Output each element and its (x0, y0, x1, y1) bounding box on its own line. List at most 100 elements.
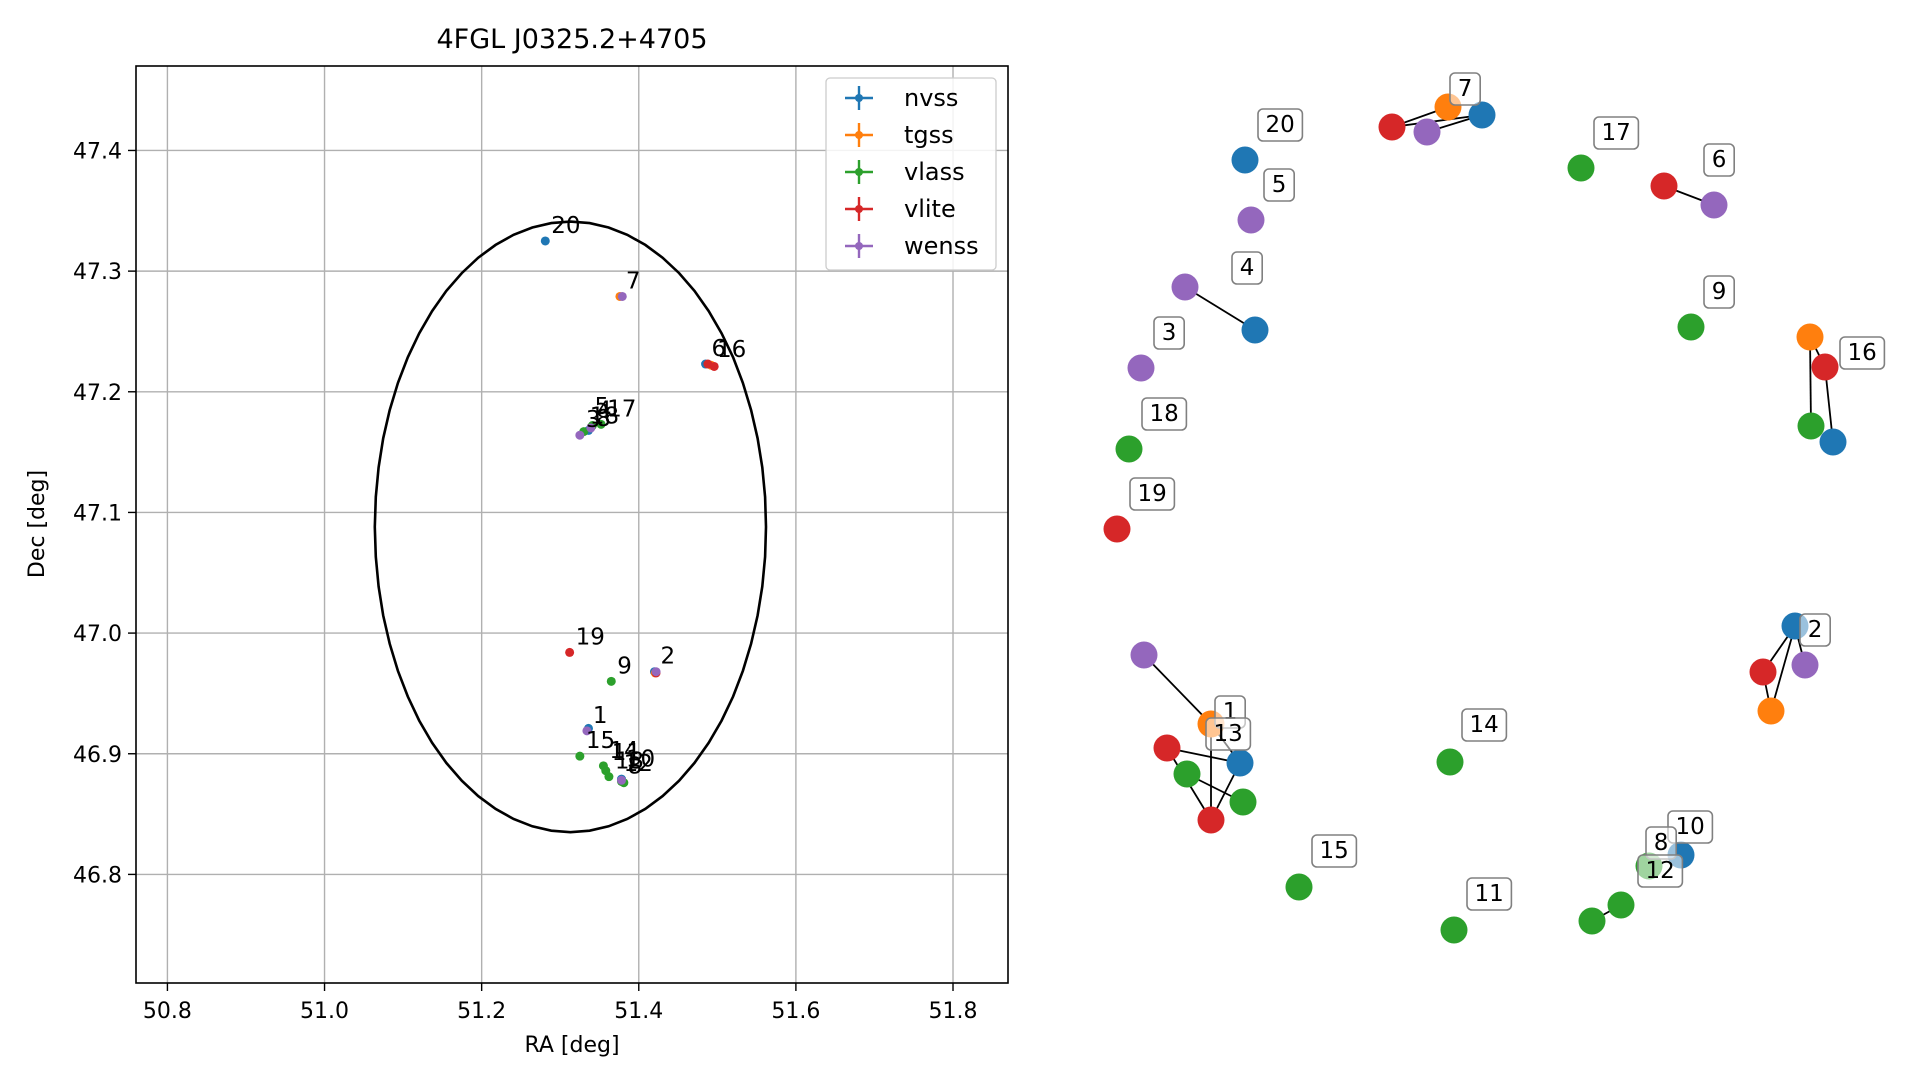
group-label-text: 8 (1654, 830, 1669, 856)
group-label: 6 (1703, 143, 1736, 177)
point-label: 15 (586, 728, 615, 754)
point-label: 6 (712, 336, 727, 362)
wenss-node (1127, 354, 1155, 382)
vlass-node (1285, 873, 1313, 901)
group-label-box (1263, 168, 1296, 202)
wenss-node (1791, 651, 1819, 679)
group-label-text: 6 (1712, 147, 1727, 173)
point-label: 13 (615, 749, 644, 775)
legend-dot (855, 242, 863, 250)
nvss-node (1231, 146, 1259, 174)
wenss-point (575, 430, 585, 440)
legend-label: nvss (904, 84, 958, 112)
wenss-node (1237, 206, 1265, 234)
vlite-node (1650, 172, 1678, 200)
point-label: 1 (593, 703, 608, 729)
plot-frame (135, 65, 1009, 984)
group-label-box (1461, 708, 1508, 742)
scatter-points (540, 236, 719, 788)
group-label-box (1311, 834, 1358, 868)
legend-label: tgss (904, 121, 954, 149)
legend-item-tgss: tgss (845, 121, 954, 149)
group-label-box (1839, 336, 1886, 370)
group-label-text: 5 (1272, 172, 1287, 198)
graph-edge (1143, 654, 1212, 725)
graph-edge (1809, 336, 1812, 427)
group-label-text: 2 (1808, 617, 1823, 643)
vlite-node (1153, 734, 1181, 762)
vlass-point (575, 751, 585, 761)
legend-label: wenss (904, 232, 979, 260)
wenss-point (617, 291, 627, 301)
legend-dot (855, 168, 863, 176)
vlite-node (1103, 515, 1131, 543)
group-label-text: 19 (1138, 481, 1167, 507)
legend-box (825, 77, 997, 271)
group-label-text: 17 (1602, 120, 1631, 146)
vlass-node (1677, 313, 1705, 341)
y-axis-label: Dec [deg] (25, 470, 50, 578)
group-label: 5 (1263, 168, 1296, 202)
vlass-node (1567, 154, 1595, 182)
group-label-text: 14 (1470, 712, 1499, 738)
graph-edge (1184, 286, 1256, 331)
point-label: 18 (590, 404, 619, 430)
wenss-point (651, 667, 661, 677)
point-label: 20 (551, 213, 580, 239)
group-label: 16 (1839, 336, 1886, 370)
group-label-text: 7 (1458, 76, 1473, 102)
wenss-node (1700, 191, 1728, 219)
group-label: 2 (1799, 613, 1832, 647)
group-label-text: 10 (1676, 814, 1705, 840)
point-label: 10 (626, 746, 655, 772)
vlass-point (604, 772, 614, 782)
group-label-text: 16 (1848, 340, 1877, 366)
point-label: 7 (626, 268, 641, 294)
group-label-text: 15 (1320, 838, 1349, 864)
localization-ellipse (373, 220, 768, 834)
x-tick-label: 51.8 (929, 999, 978, 1024)
group-label: 19 (1129, 477, 1176, 511)
group-label: 20 (1257, 108, 1304, 142)
group-label: 9 (1703, 275, 1736, 309)
point-label: 4 (597, 398, 612, 424)
wenss-node (1130, 641, 1158, 669)
group-label-box (1593, 116, 1640, 150)
group-label-box (1231, 251, 1264, 285)
point-label: 11 (612, 740, 641, 766)
point-label: 16 (717, 337, 746, 363)
wenss-point (586, 423, 596, 433)
group-label-text: 4 (1240, 255, 1255, 281)
x-tick-label: 50.8 (143, 999, 192, 1024)
vlass-node (1797, 412, 1825, 440)
group-label: 12 (1637, 854, 1684, 888)
group-label-box (1153, 316, 1186, 350)
group-label-text: 20 (1266, 112, 1295, 138)
y-tick-label: 47.3 (73, 260, 122, 285)
vlass-node (1436, 748, 1464, 776)
nvss-point (540, 236, 550, 246)
vlass-node (1578, 907, 1606, 935)
group-label: 14 (1461, 708, 1508, 742)
vlite-node (1197, 806, 1225, 834)
legend-item-vlass: vlass (845, 158, 965, 186)
y-tick-label: 47.1 (73, 501, 122, 526)
group-label-box (1637, 854, 1684, 888)
group-label-text: 13 (1214, 721, 1243, 747)
tgss-node (1796, 323, 1824, 351)
group-label: 10 (1667, 810, 1714, 844)
nvss-node (1468, 101, 1496, 129)
group-label-box (1703, 275, 1736, 309)
wenss-point (616, 775, 626, 785)
wenss-node (1413, 118, 1441, 146)
wenss-point (582, 726, 592, 736)
group-label-text: 18 (1150, 401, 1179, 427)
vlass-node (1173, 760, 1201, 788)
graph-edge (1770, 625, 1796, 712)
vlite-point (709, 361, 719, 371)
vlass-node (1440, 916, 1468, 944)
legend-label: vlite (904, 195, 956, 223)
point-label: 8 (596, 406, 611, 432)
y-tick-label: 47.4 (73, 139, 122, 164)
